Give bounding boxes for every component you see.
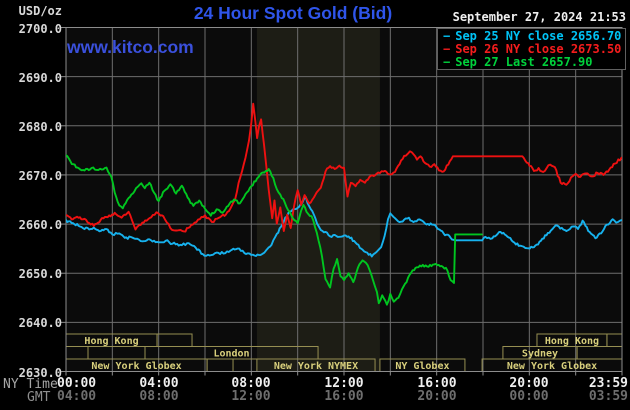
x-tick-gmt-3: 16:00 [324, 389, 364, 404]
chart-datetime: September 27, 2024 21:53 [452, 10, 626, 24]
plot-frame [65, 27, 623, 372]
x-tick-ny-0: 00:00 [57, 376, 97, 391]
y-tick-2650: 2650.0 [18, 267, 62, 281]
x-tick-ny-3: 12:00 [324, 376, 364, 391]
x-tick-gmt-0: 04:00 [57, 389, 97, 404]
x-tick-gmt-4: 20:00 [417, 389, 457, 404]
legend-dash-icon: − [443, 42, 451, 56]
legend-row-sep25: − Sep 25 NY close 2656.70 [443, 30, 625, 43]
nymex-session-band [256, 27, 380, 372]
page-title: 24 Hour Spot Gold (Bid) [193, 3, 393, 23]
y-tick-2700: 2700.0 [18, 22, 62, 36]
x-tick-gmt-1: 08:00 [139, 389, 179, 404]
session-label: Hong Kong [84, 336, 138, 347]
price-line-sep-27 [66, 154, 483, 306]
legend-row-sep26: − Sep 26 NY close 2673.50 [443, 43, 625, 56]
y-tick-2640: 2640.0 [18, 316, 62, 330]
price-line-sep-25 [66, 196, 622, 258]
y-axis-unit-label: USD/oz [18, 4, 62, 18]
x-tick-ny-5: 20:00 [509, 376, 549, 391]
session-label: Hong Kong [545, 336, 599, 347]
session-label: NY Globex [395, 361, 449, 372]
legend-label: Sep 25 NY close 2656.70 [455, 29, 622, 43]
kitco-watermark-link[interactable]: www.kitco.com [67, 37, 194, 57]
session-label: Sydney [522, 349, 558, 360]
x-axis-caption-gmt: GMT [27, 390, 51, 405]
legend-label: Sep 26 NY close 2673.50 [455, 42, 622, 56]
legend-row-sep27: − Sep 27 Last 2657.90 [443, 56, 625, 69]
x-tick-gmt-5: 00:00 [509, 389, 549, 404]
y-tick-2680: 2680.0 [18, 120, 62, 134]
x-tick-ny-1: 04:00 [139, 376, 179, 391]
y-tick-2670: 2670.0 [18, 169, 62, 183]
x-tick-ny-6: 23:59 [588, 376, 628, 391]
legend-label: Sep 27 Last 2657.90 [455, 55, 593, 69]
x-tick-ny-2: 08:00 [231, 376, 271, 391]
legend: − Sep 25 NY close 2656.70 − Sep 26 NY clos… [437, 28, 626, 70]
x-tick-gmt-6: 03:59 [588, 389, 628, 404]
y-tick-2630: 2630.0 [18, 366, 62, 380]
y-tick-2690: 2690.0 [18, 71, 62, 85]
session-label: New York NYMEX [274, 361, 358, 372]
legend-dash-icon: − [443, 55, 451, 69]
y-tick-2660: 2660.0 [18, 218, 62, 232]
x-axis-caption-ny-time: NY Time [3, 377, 58, 392]
session-label: New York Globex [507, 361, 597, 372]
session-label: New York Globex [91, 361, 181, 372]
price-line-sep-26 [66, 102, 622, 233]
legend-dash-icon: − [443, 29, 451, 43]
x-tick-gmt-2: 12:00 [231, 389, 271, 404]
x-tick-ny-4: 16:00 [417, 376, 457, 391]
session-label: London [213, 349, 249, 360]
